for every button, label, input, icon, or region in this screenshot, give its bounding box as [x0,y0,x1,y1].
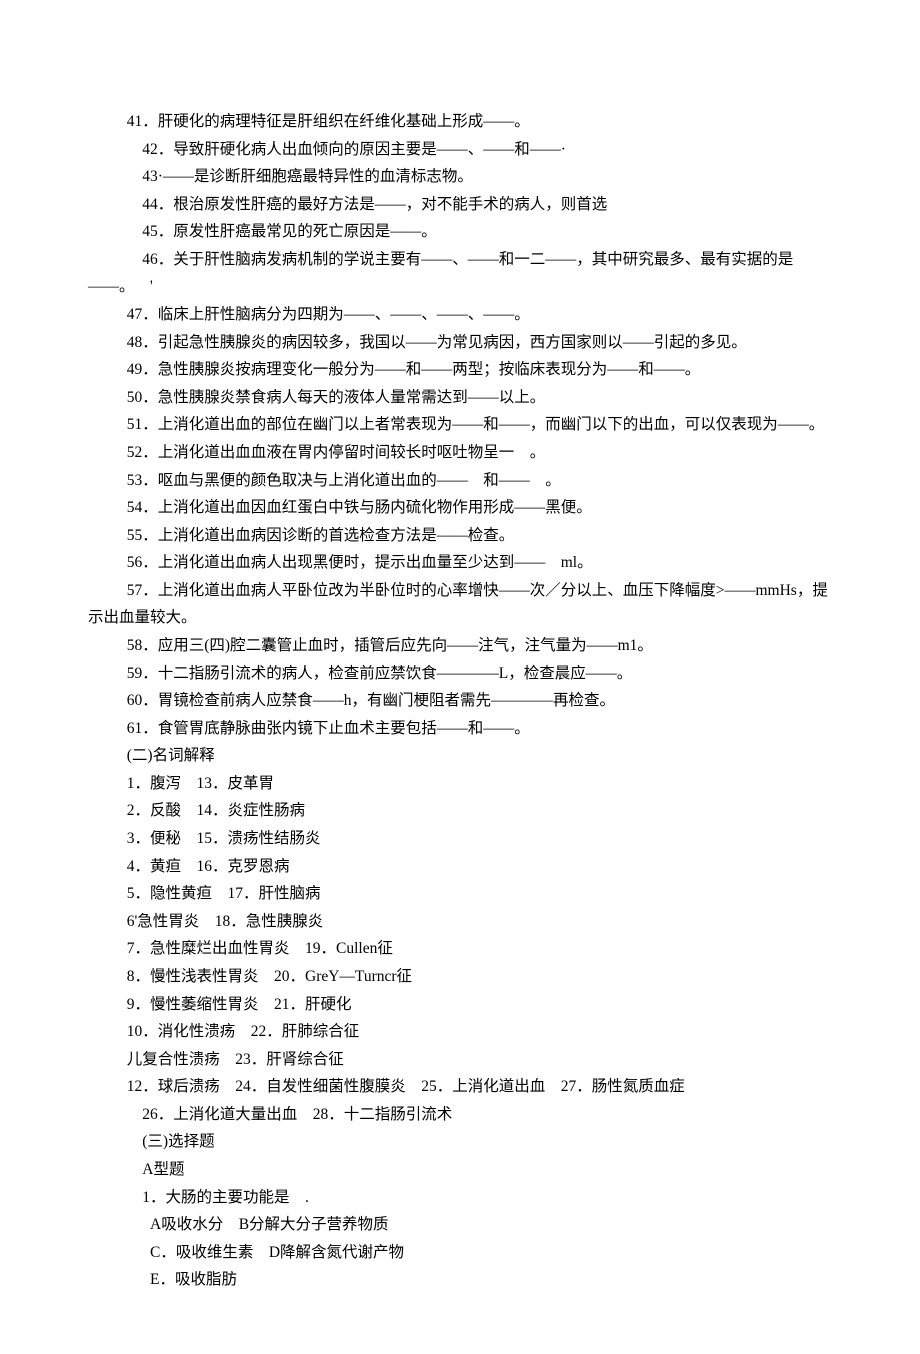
fill-blank-43: 43·——是诊断肝细胞癌最特异性的血清标志物。 [88,163,832,191]
term-line-7: 7．急性糜烂出血性胃炎 19．Cullen征 [88,935,832,963]
fill-blank-53: 53．呕血与黑便的颜色取决与上消化道出血的—— 和—— 。 [88,467,832,495]
terms-section: 1．腹泻 13．皮革胃 2．反酸 14．炎症性肠病 3．便秘 15．溃疡性结肠炎… [88,770,832,1129]
fill-blank-48: 48．引起急性胰腺炎的病因较多，我国以——为常见病因，西方国家则以——引起的多见… [88,329,832,357]
fill-blank-57-text: 57．上消化道出血病人平卧位改为半卧位时的心率增快——次／分以上、血压下降幅度>… [88,582,828,627]
fill-blank-41: 41．肝硬化的病理特征是肝组织在纤维化基础上形成——。 [88,108,832,136]
term-line-3: 3．便秘 15．溃疡性结肠炎 [88,825,832,853]
fill-blank-47: 47．临床上肝性脑病分为四期为——、——、——、——。 [88,301,832,329]
section-3-title: (三)选择题 [88,1128,832,1156]
term-line-13: 26．上消化道大量出血 28．十二指肠引流术 [88,1101,832,1129]
term-line-8: 8．慢性浅表性胃炎 20．GreY—Turncr征 [88,963,832,991]
q1-options-cd: C．吸收维生素 D降解含氮代谢产物 [88,1239,832,1267]
fill-blank-50: 50．急性胰腺炎禁食病人每天的液体人量常需达到——以上。 [88,384,832,412]
fill-blank-49: 49．急性胰腺炎按病理变化一般分为——和——两型；按临床表现分为——和——。 [88,356,832,384]
term-line-11: 儿复合性溃疡 23．肝肾综合征 [88,1046,832,1074]
term-line-10: 10．消化性溃疡 22．肝肺综合征 [88,1018,832,1046]
question-1: 1．大肠的主要功能是 . A吸收水分 B分解大分子营养物质 C．吸收维生素 D降… [88,1184,832,1294]
fill-blank-51-text: 51．上消化道出血的部位在幽门以上者常表现为——和——，而幽门以下的出血，可以仅… [127,416,825,433]
fill-blank-58: 58．应用三(四)腔二囊管止血时，插管后应先向——注气，注气量为——m1。 [88,632,832,660]
q1-options-ab: A吸收水分 B分解大分子营养物质 [88,1211,832,1239]
term-line-2: 2．反酸 14．炎症性肠病 [88,797,832,825]
fill-blank-60: 60．胃镜检查前病人应禁食——h，有幽门梗阻者需先————再检查。 [88,687,832,715]
fill-blank-52: 52．上消化道出血血液在胃内停留时间较长时呕吐物呈一 。 [88,439,832,467]
fill-blank-46-text: 46．关于肝性脑病发病机制的学说主要有——、——和一二——，其中研究最多、最有实… [88,251,793,296]
choice-type-label: A型题 [88,1156,832,1184]
term-line-6: 6'急性胃炎 18．急性胰腺炎 [88,908,832,936]
term-line-9: 9．慢性萎缩性胃炎 21．肝硬化 [88,991,832,1019]
fill-blank-51: 51．上消化道出血的部位在幽门以上者常表现为——和——，而幽门以下的出血，可以仅… [88,411,832,439]
q1-option-e: E．吸收脂肪 [88,1266,832,1294]
fill-blank-57: 57．上消化道出血病人平卧位改为半卧位时的心率增快——次／分以上、血压下降幅度>… [88,577,832,632]
fill-blank-59: 59．十二指肠引流术的病人，检查前应禁饮食————L，检查晨应——。 [88,660,832,688]
fill-blank-42: 42．导致肝硬化病人出血倾向的原因主要是——、——和——· [88,136,832,164]
fill-blank-54: 54．上消化道出血因血红蛋白中铁与肠内硫化物作用形成——黑便。 [88,494,832,522]
term-line-5: 5．隐性黄疸 17．肝性脑病 [88,880,832,908]
term-line-4: 4．黄疸 16．克罗恩病 [88,853,832,881]
fill-blank-55: 55．上消化道出血病因诊断的首选检查方法是——检查。 [88,522,832,550]
section-2-title: (二)名词解释 [88,742,832,770]
term-line-12: 12．球后溃疡 24．自发性细菌性腹膜炎 25．上消化道出血 27．肠性氮质血症 [88,1073,832,1101]
fill-blank-61: 61．食管胃底静脉曲张内镜下止血术主要包括——和——。 [88,715,832,743]
term-line-1: 1．腹泻 13．皮革胃 [88,770,832,798]
fill-blank-46: 46．关于肝性脑病发病机制的学说主要有——、——和一二——，其中研究最多、最有实… [88,246,832,301]
fill-blank-45: 45．原发性肝癌最常见的死亡原因是——。 [88,218,832,246]
q1-stem: 1．大肠的主要功能是 . [88,1184,832,1212]
fill-blank-44: 44．根治原发性肝癌的最好方法是——，对不能手术的病人，则首选 [88,191,832,219]
fill-blank-section: 41．肝硬化的病理特征是肝组织在纤维化基础上形成——。 42．导致肝硬化病人出血… [88,108,832,742]
fill-blank-56: 56．上消化道出血病人出现黑便时，提示出血量至少达到—— ml。 [88,549,832,577]
